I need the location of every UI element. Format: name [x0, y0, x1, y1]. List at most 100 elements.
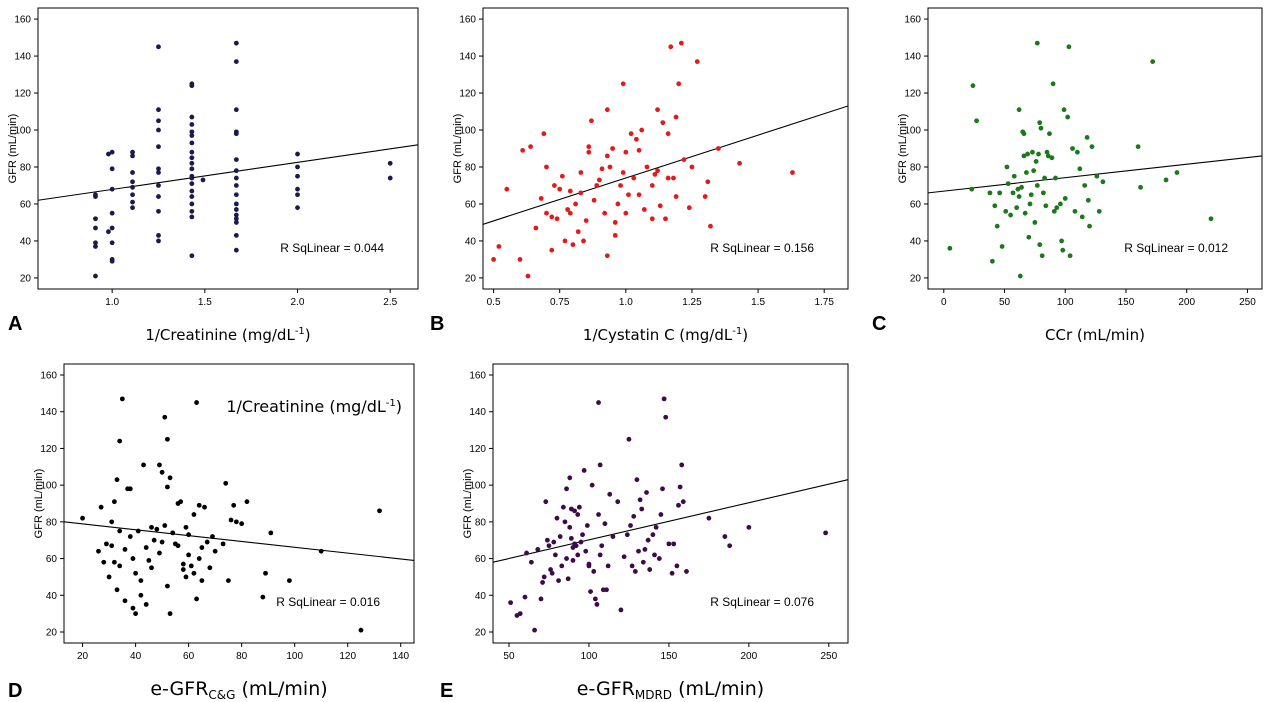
data-point: [210, 534, 215, 539]
data-point: [156, 238, 161, 244]
data-point: [162, 523, 168, 528]
data-point: [233, 201, 239, 207]
data-point: [233, 40, 239, 46]
data-point: [162, 414, 168, 420]
data-point: [584, 523, 590, 528]
data-point: [1051, 208, 1057, 214]
data-point: [538, 196, 544, 201]
fit-line: [928, 155, 1262, 194]
data-point: [508, 600, 513, 606]
data-point: [586, 149, 592, 155]
data-point: [999, 244, 1005, 249]
data-point: [615, 499, 621, 505]
data-point: [1042, 175, 1047, 181]
data-point: [1079, 214, 1085, 220]
data-point: [525, 273, 531, 279]
data-point: [199, 545, 205, 550]
data-point: [157, 462, 162, 468]
data-point: [228, 517, 234, 523]
data-point: [1032, 220, 1038, 225]
data-point: [189, 133, 195, 138]
data-point: [559, 173, 565, 179]
data-point: [109, 257, 115, 262]
x-axis-label-end: ): [305, 326, 311, 344]
fit-line: [64, 521, 414, 561]
x-axis-label-main: 1/Cystatin C (mg/dL: [583, 326, 733, 344]
data-point: [491, 257, 496, 262]
data-point: [639, 127, 645, 133]
data-point: [727, 543, 733, 549]
data-point: [544, 210, 549, 216]
data-point: [109, 166, 115, 172]
data-point: [586, 563, 592, 569]
data-point: [233, 59, 239, 65]
data-point: [591, 569, 597, 574]
data-point: [528, 144, 534, 150]
data-point: [233, 519, 239, 525]
data-point: [80, 515, 85, 521]
y-tick-label: 100: [904, 126, 921, 137]
data-point: [220, 541, 226, 547]
annotation-main: 1/Creatinine (mg/dL: [226, 397, 386, 416]
x-tick-label: 1.0: [105, 297, 119, 308]
data-point: [189, 129, 195, 135]
data-point: [578, 170, 584, 175]
data-point: [127, 534, 133, 539]
data-point: [823, 530, 829, 536]
data-point: [1070, 146, 1075, 151]
data-point: [1045, 153, 1051, 159]
in-plot-annotation: 1/Creatinine (mg/dL-1): [226, 397, 402, 416]
plot-frame: [927, 7, 1263, 290]
data-point: [644, 490, 649, 495]
data-point: [180, 567, 186, 572]
data-point: [156, 170, 161, 175]
data-point: [737, 160, 742, 166]
data-point: [1049, 155, 1055, 161]
data-point: [1084, 135, 1090, 140]
data-point: [233, 129, 239, 135]
data-point: [552, 552, 558, 558]
data-point: [156, 166, 161, 172]
data-point: [631, 513, 637, 519]
y-tick-label: 60: [465, 199, 477, 210]
y-tick-label: 160: [40, 371, 57, 382]
data-point: [189, 181, 195, 187]
data-point: [111, 499, 117, 505]
data-point: [634, 477, 640, 483]
data-point: [156, 127, 161, 133]
data-point: [596, 512, 601, 517]
data-point: [130, 192, 135, 198]
data-point: [295, 192, 300, 198]
data-point: [130, 179, 135, 185]
y-tick-label: 40: [465, 236, 477, 247]
data-point: [117, 528, 123, 534]
data-point: [570, 242, 576, 248]
data-point: [149, 524, 154, 530]
data-point: [642, 546, 648, 552]
data-point: [636, 147, 642, 153]
data-point: [532, 627, 537, 633]
x-tick-label: 2.5: [383, 297, 397, 308]
data-point: [1021, 131, 1027, 137]
data-point: [233, 183, 239, 188]
data-point: [183, 524, 189, 530]
data-point: [1138, 184, 1143, 190]
data-point: [636, 192, 642, 198]
data-point: [583, 218, 589, 223]
panel-letter: A: [8, 313, 22, 335]
data-point: [189, 114, 195, 120]
data-point: [1163, 177, 1169, 183]
x-tick-label: 50: [999, 297, 1011, 308]
data-point: [122, 598, 128, 604]
data-point: [223, 480, 229, 486]
data-point: [244, 499, 250, 505]
data-point: [1065, 114, 1071, 120]
data-point: [1034, 40, 1040, 46]
data-point: [637, 497, 643, 503]
data-point: [130, 149, 135, 155]
data-point: [1016, 194, 1022, 199]
data-point: [620, 81, 626, 87]
data-point: [106, 229, 111, 235]
data-point: [653, 524, 659, 530]
data-point: [133, 611, 138, 617]
